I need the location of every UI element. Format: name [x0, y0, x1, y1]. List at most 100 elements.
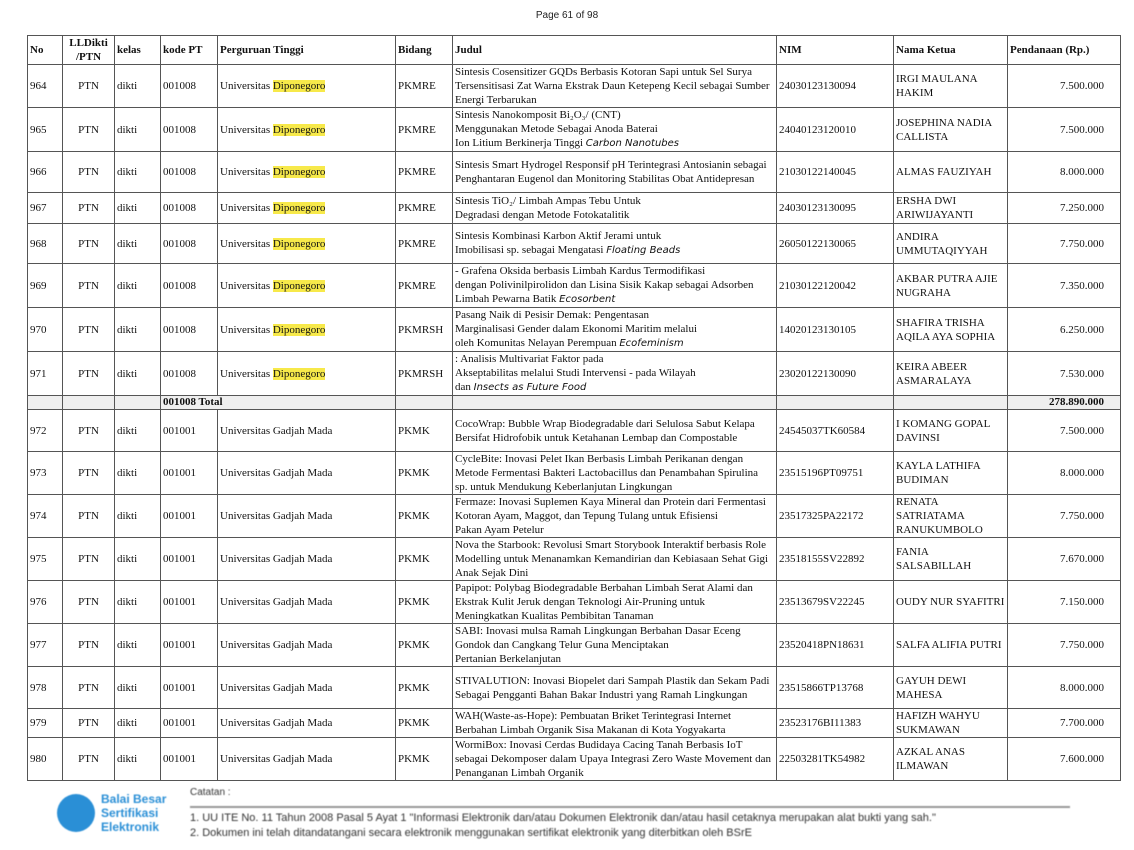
column-header: NIM	[776, 35, 894, 65]
cell-pendanaan: 8.000.000	[1007, 151, 1121, 193]
cell-nim: 24040123120010	[776, 107, 894, 152]
cell-pendanaan: 7.750.000	[1007, 623, 1121, 667]
cell-no: 966	[27, 151, 63, 193]
cell-bidang: PKMK	[395, 494, 453, 538]
funding-table: No LLDikti /PTN kelas kode PT Perguruan Ting…	[27, 35, 1121, 781]
table-row: 970 PTN dikti 001008 Universitas Diponeg…	[27, 307, 1121, 352]
column-header: Pendanaan (Rp.)	[1007, 35, 1121, 65]
cell-judul: Sintesis Kombinasi Karbon Aktif Jerami u…	[452, 223, 777, 264]
search-highlight: Diponegoro	[272, 279, 326, 292]
judul-text: Sintesis Smart Hydrogel Responsif pH Ter…	[455, 159, 767, 185]
italic-term: Carbon Nanotubes	[585, 138, 680, 149]
cell-bidang: PKMK	[395, 623, 453, 667]
table-row: 968 PTN dikti 001008 Universitas Diponeg…	[27, 223, 1121, 264]
total-value: 278.890.000	[1007, 395, 1121, 410]
cell-no: 973	[27, 451, 63, 495]
cell-nim: 14020123130105	[776, 307, 894, 352]
cell-pendanaan: 8.000.000	[1007, 666, 1121, 709]
cell-bidang: PKMRE	[395, 107, 453, 152]
pt-name: Universitas	[220, 237, 273, 250]
total-label: 001008 Total	[160, 395, 396, 410]
judul-text: WormiBox: Inovasi Cerdas Budidaya Cacing…	[455, 739, 771, 779]
cell-kelas: dikti	[114, 307, 161, 352]
cell-lldikti: PTN	[62, 666, 115, 709]
logo-text: Balai Besar	[101, 792, 167, 806]
cell-nim: 23513679SV22245	[776, 580, 894, 624]
cell-kelas: dikti	[114, 151, 161, 193]
table-row: 964 PTN dikti 001008 Universitas Diponeg…	[27, 64, 1121, 108]
cell-nim: 24030123130095	[776, 192, 894, 224]
cell-pendanaan: 7.530.000	[1007, 351, 1121, 396]
table-row: 973 PTN dikti 001001 Universitas Gadjah …	[27, 451, 1121, 495]
cell-bidang: PKMK	[395, 666, 453, 709]
cell-bidang: PKMRSH	[395, 307, 453, 352]
column-header: kode PT	[160, 35, 218, 65]
cell-perguruan-tinggi: Universitas Gadjah Mada	[217, 409, 396, 452]
cell-kelas: dikti	[114, 494, 161, 538]
search-highlight: Diponegoro	[272, 367, 326, 380]
cell-kode-pt: 001008	[160, 64, 218, 108]
cell-nim: 21030122140045	[776, 151, 894, 193]
cell-pendanaan: 7.500.000	[1007, 409, 1121, 452]
cell-kode-pt: 001001	[160, 737, 218, 781]
search-highlight: Diponegoro	[272, 80, 326, 92]
cell-kode-pt: 001008	[160, 107, 218, 152]
cell-nama-ketua: AKBAR PUTRA AJIE NUGRAHA	[893, 263, 1008, 308]
table-row: 979 PTN dikti 001001 Universitas Gadjah …	[27, 708, 1121, 738]
cell-lldikti: PTN	[62, 64, 115, 108]
judul-text: Nova the Starbook: Revolusi Smart Storyb…	[455, 539, 769, 579]
cell-kelas: dikti	[114, 623, 161, 667]
cell-kelas: dikti	[114, 666, 161, 709]
cell-kode-pt: 001008	[160, 151, 218, 193]
cell-no: 964	[27, 64, 63, 108]
cell-judul: WormiBox: Inovasi Cerdas Budidaya Cacing…	[452, 737, 777, 781]
cell-pendanaan: 7.750.000	[1007, 223, 1121, 264]
cell-nama-ketua: OUDY NUR SYAFITRI	[893, 580, 1008, 624]
cell-bidang: PKMK	[395, 737, 453, 781]
search-highlight: Diponegoro	[272, 323, 326, 336]
cell-nama-ketua: IRGI MAULANA HAKIM	[893, 64, 1008, 108]
column-header: No	[27, 35, 63, 65]
cell-no: 965	[27, 107, 63, 152]
judul-text: WAH(Waste-as-Hope): Pembuatan Briket Ter…	[455, 710, 732, 736]
cell-kode-pt: 001001	[160, 708, 218, 738]
italic-term: Ecosorbent	[559, 294, 616, 305]
cell-judul: WAH(Waste-as-Hope): Pembuatan Briket Ter…	[452, 708, 777, 738]
cell-judul: SABI: Inovasi mulsa Ramah Lingkungan Ber…	[452, 623, 777, 667]
cell-no: 970	[27, 307, 63, 352]
cell-nim: 22503281TK54982	[776, 737, 894, 781]
cell-lldikti: PTN	[62, 494, 115, 538]
cell-perguruan-tinggi: Universitas Diponegoro	[217, 64, 396, 108]
cell-judul: Sintesis Cosensitizer GQDs Berbasis Koto…	[452, 64, 777, 108]
column-header: LLDikti /PTN	[62, 35, 115, 65]
cell-perguruan-tinggi: Universitas Diponegoro	[217, 263, 396, 308]
column-header: Nama Ketua	[893, 35, 1008, 65]
cell-no: 967	[27, 192, 63, 224]
column-header: Judul	[452, 35, 777, 65]
judul-text: Papipot: Polybag Biodegradable Berbahan …	[455, 582, 753, 622]
cell-judul: Sintesis Smart Hydrogel Responsif pH Ter…	[452, 151, 777, 193]
cell-nim: 23515196PT09751	[776, 451, 894, 495]
cell-pendanaan: 6.250.000	[1007, 307, 1121, 352]
logo-text: Elektronik	[101, 820, 160, 834]
search-highlight: Diponegoro	[272, 237, 326, 250]
cell-nama-ketua: KAYLA LATHIFA BUDIMAN	[893, 451, 1008, 495]
cell-kelas: dikti	[114, 580, 161, 624]
table-row: 977 PTN dikti 001001 Universitas Gadjah …	[27, 623, 1121, 667]
cell-pendanaan: 8.000.000	[1007, 451, 1121, 495]
cell-no: 977	[27, 623, 63, 667]
cell-perguruan-tinggi: Universitas Diponegoro	[217, 351, 396, 396]
cell-kode-pt: 001001	[160, 537, 218, 581]
cell-kode-pt: 001001	[160, 666, 218, 709]
cell-nama-ketua: HAFIZH WAHYU SUKMAWAN	[893, 708, 1008, 738]
cell-judul: Papipot: Polybag Biodegradable Berbahan …	[452, 580, 777, 624]
cell-judul: Fermaze: Inovasi Suplemen Kaya Mineral d…	[452, 494, 777, 538]
cell-lldikti: PTN	[62, 537, 115, 581]
pt-name: Universitas	[220, 323, 273, 336]
judul-text: CycleBite: Inovasi Pelet Ikan Berbasis L…	[455, 453, 759, 493]
table-row: 978 PTN dikti 001001 Universitas Gadjah …	[27, 666, 1121, 709]
cell-no: 976	[27, 580, 63, 624]
pt-name: Universitas	[220, 123, 273, 136]
cell-kode-pt: 001001	[160, 409, 218, 452]
cell-pendanaan: 7.700.000	[1007, 708, 1121, 738]
